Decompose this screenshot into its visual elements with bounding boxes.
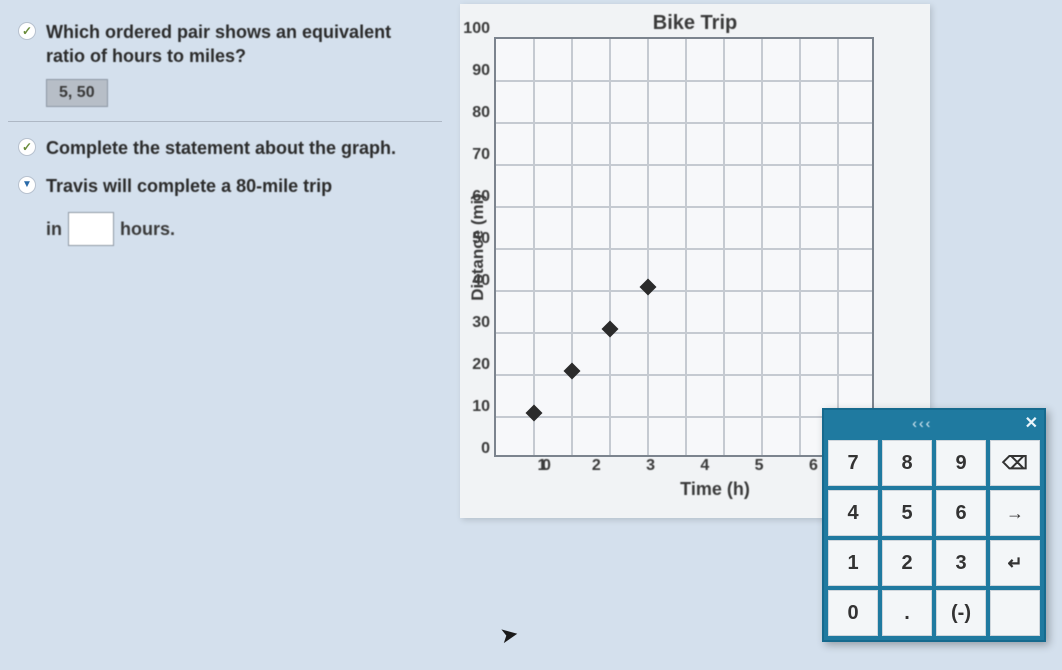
keypad-drag-icon[interactable]: ‹‹‹ [830, 415, 1015, 431]
chart-title: Bike Trip [468, 12, 922, 35]
numeric-keypad: ‹‹‹ ✕ 789⌫ 456→ 123↵ 0.(-) [822, 408, 1046, 642]
fill-prefix: in [46, 219, 62, 240]
key-enter[interactable]: ↵ [990, 540, 1040, 586]
key-4[interactable]: 4 [828, 490, 878, 536]
key-right[interactable]: → [990, 490, 1040, 536]
key-5[interactable]: 5 [882, 490, 932, 536]
keypad-keys: 789⌫ 456→ 123↵ 0.(-) [824, 436, 1044, 640]
q1-line1: Which ordered pair shows an equivalent [46, 22, 391, 42]
page-root: Which ordered pair shows an equivalent r… [0, 0, 1062, 670]
divider [8, 121, 442, 122]
key-neg[interactable]: (-) [936, 590, 986, 636]
key-blank[interactable] [990, 590, 1040, 636]
x-tick: 2 [569, 457, 623, 475]
fill-suffix: hours. [120, 219, 175, 240]
fill-in-row: in hours. [46, 212, 442, 246]
key-7[interactable]: 7 [828, 440, 878, 486]
chart-grid [494, 37, 874, 457]
key-0[interactable]: 0 [828, 590, 878, 636]
key-3[interactable]: 3 [936, 540, 986, 586]
key-dot[interactable]: . [882, 590, 932, 636]
question-2: Complete the statement about the graph. [18, 136, 442, 160]
data-point [564, 363, 581, 380]
key-6[interactable]: 6 [936, 490, 986, 536]
key-1[interactable]: 1 [828, 540, 878, 586]
question-1: Which ordered pair shows an equivalent r… [18, 20, 442, 107]
check-icon [18, 22, 36, 40]
q1-line2: ratio of hours to miles? [46, 46, 246, 66]
key-backspace[interactable]: ⌫ [990, 440, 1040, 486]
answer-input[interactable] [68, 212, 114, 246]
plot-wrap: Distance (mi) 1009080706050403020100 [468, 37, 922, 457]
close-icon[interactable]: ✕ [1025, 413, 1038, 433]
x-tick: 1 [515, 457, 569, 475]
question-1-text: Which ordered pair shows an equivalent r… [46, 20, 442, 69]
x-tick: 5 [732, 457, 786, 475]
x-tick: 3 [623, 457, 677, 475]
question-panel: Which ordered pair shows an equivalent r… [0, 0, 460, 670]
active-arrow-icon [18, 176, 36, 194]
key-8[interactable]: 8 [882, 440, 932, 486]
data-point [640, 279, 657, 296]
question-3: Travis will complete a 80-mile trip [18, 174, 442, 198]
data-point [526, 405, 543, 422]
keypad-header[interactable]: ‹‹‹ ✕ [824, 410, 1044, 436]
key-9[interactable]: 9 [936, 440, 986, 486]
data-point [602, 321, 619, 338]
x-tick: 4 [678, 457, 732, 475]
question-3-text: Travis will complete a 80-mile trip [46, 174, 442, 198]
answer-chip[interactable]: 5, 50 [46, 79, 108, 107]
check-icon [18, 138, 36, 156]
key-2[interactable]: 2 [882, 540, 932, 586]
question-2-text: Complete the statement about the graph. [46, 136, 442, 160]
